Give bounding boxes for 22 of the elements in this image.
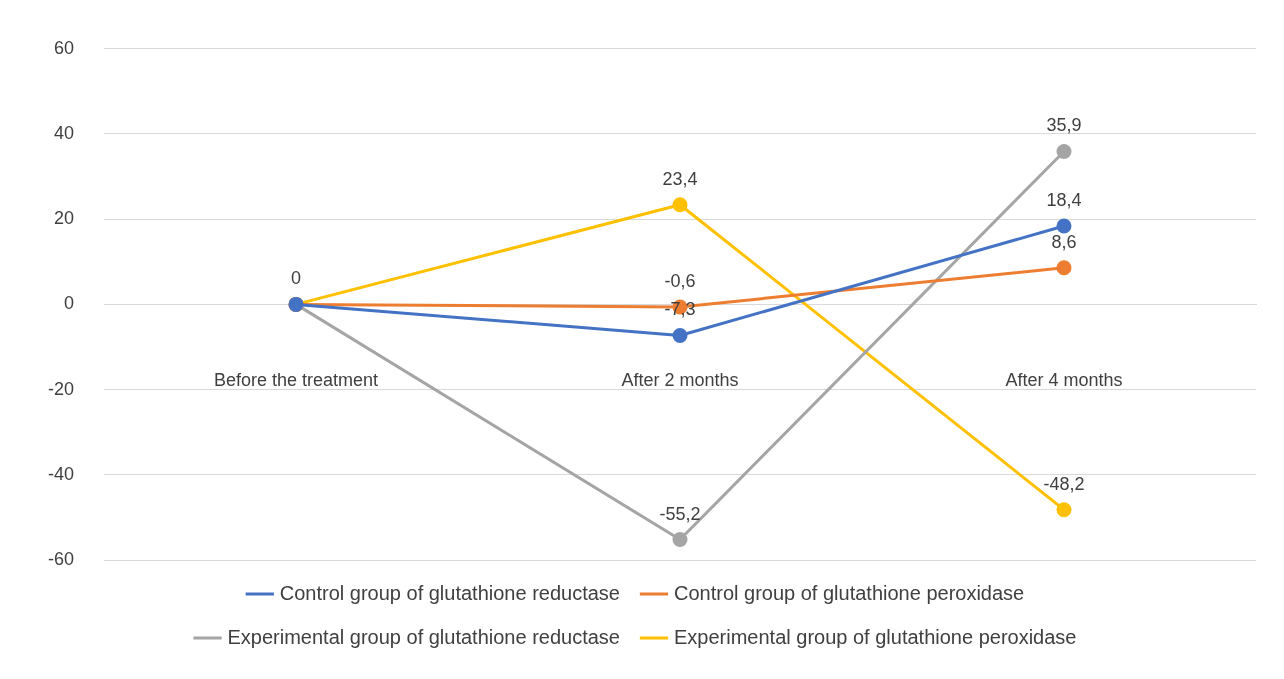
legend-label: Experimental group of glutathione peroxidase bbox=[674, 625, 1077, 648]
data-label: -55,2 bbox=[659, 503, 701, 524]
legend-label: Experimental group of glutathione reductase bbox=[227, 625, 621, 648]
legend-label: Control group of glutathione peroxidase bbox=[674, 581, 1025, 604]
x-tick-label: After 4 months bbox=[1005, 370, 1123, 391]
y-tick-label: 20 bbox=[53, 208, 75, 229]
y-tick-label: -20 bbox=[48, 378, 75, 399]
legend-label: Control group of glutathione reductase bbox=[279, 581, 620, 604]
data-label: 35,9 bbox=[1046, 115, 1082, 136]
x-tick-label: After 2 months bbox=[621, 370, 739, 391]
y-tick-label: 40 bbox=[53, 122, 75, 143]
x-tick-label: Before the treatment bbox=[213, 370, 379, 391]
y-tick-label: -60 bbox=[48, 548, 75, 569]
y-tick-label: -40 bbox=[48, 463, 75, 484]
y-tick-label: 0 bbox=[64, 293, 75, 314]
data-label: 8,6 bbox=[1051, 231, 1077, 252]
y-tick-label: 60 bbox=[53, 37, 75, 58]
data-label: 0 bbox=[291, 268, 302, 289]
data-label: -48,2 bbox=[1043, 473, 1085, 494]
data-label: -0,6 bbox=[664, 270, 696, 291]
data-label: 18,4 bbox=[1046, 189, 1082, 210]
data-label: 23,4 bbox=[662, 168, 698, 189]
